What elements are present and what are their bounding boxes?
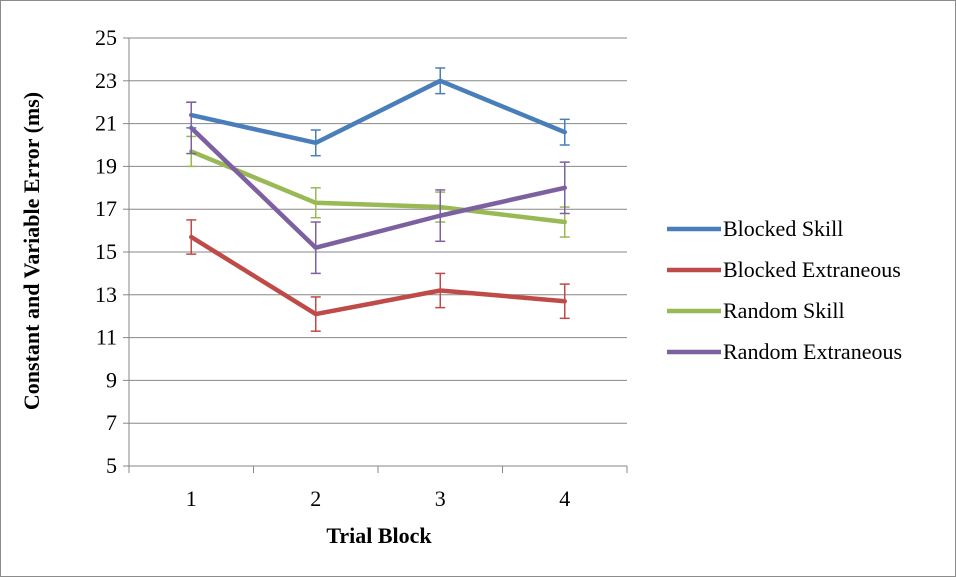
x-tick-label: 4 — [559, 486, 570, 511]
y-tick-label: 19 — [95, 153, 117, 178]
x-tick-label: 3 — [435, 486, 446, 511]
series-line-blocked-extraneous — [189, 234, 567, 317]
y-tick-label: 9 — [106, 367, 117, 392]
legend-item: Random Extraneous — [667, 339, 902, 364]
x-tick-labels: 1 2 3 4 — [186, 486, 571, 511]
error-bars — [186, 67, 570, 332]
y-tick-label: 15 — [95, 239, 117, 264]
y-tick-label: 13 — [95, 282, 117, 307]
legend-item: Random Skill — [667, 298, 845, 323]
legend: Blocked Skill Blocked Extraneous Random Sk… — [667, 216, 902, 364]
y-tick-label: 23 — [95, 68, 117, 93]
legend-label: Blocked Extraneous — [723, 257, 901, 282]
error-bar — [435, 272, 446, 309]
error-bar — [186, 219, 197, 255]
legend-label: Random Skill — [723, 298, 845, 323]
legend-item: Blocked Skill — [667, 216, 843, 241]
y-tick-label: 21 — [95, 111, 117, 136]
series-line-blocked-skill — [189, 78, 567, 146]
series-line-random-extraneous — [189, 125, 567, 250]
error-bar — [559, 283, 570, 320]
error-bar — [310, 296, 321, 332]
error-bar — [310, 129, 321, 157]
error-bar — [310, 187, 321, 219]
error-bar — [559, 118, 570, 146]
y-tick-label: 11 — [96, 325, 117, 350]
x-axis-title: Trial Block — [326, 523, 432, 548]
axes — [123, 37, 628, 473]
legend-label: Random Extraneous — [723, 339, 902, 364]
error-bar — [435, 189, 446, 243]
x-tick-label: 1 — [186, 486, 197, 511]
y-axis-title: Constant and Variable Error (ms) — [19, 92, 44, 410]
error-bar — [310, 221, 321, 275]
y-tick-label: 5 — [106, 453, 117, 478]
legend-item: Blocked Extraneous — [667, 257, 901, 282]
y-tick-labels: 5 7 9 11 13 15 17 19 21 23 25 — [95, 25, 117, 478]
error-bar — [186, 101, 197, 155]
y-tick-label: 17 — [95, 196, 117, 221]
series-line-random-skill — [189, 149, 567, 225]
x-tick-label: 2 — [310, 486, 321, 511]
y-tick-label: 25 — [95, 25, 117, 50]
error-bar — [559, 161, 570, 215]
legend-label: Blocked Skill — [723, 216, 843, 241]
gridlines — [129, 37, 627, 424]
error-bar — [435, 67, 446, 95]
series-lines — [189, 78, 567, 317]
y-tick-label: 7 — [106, 410, 117, 435]
